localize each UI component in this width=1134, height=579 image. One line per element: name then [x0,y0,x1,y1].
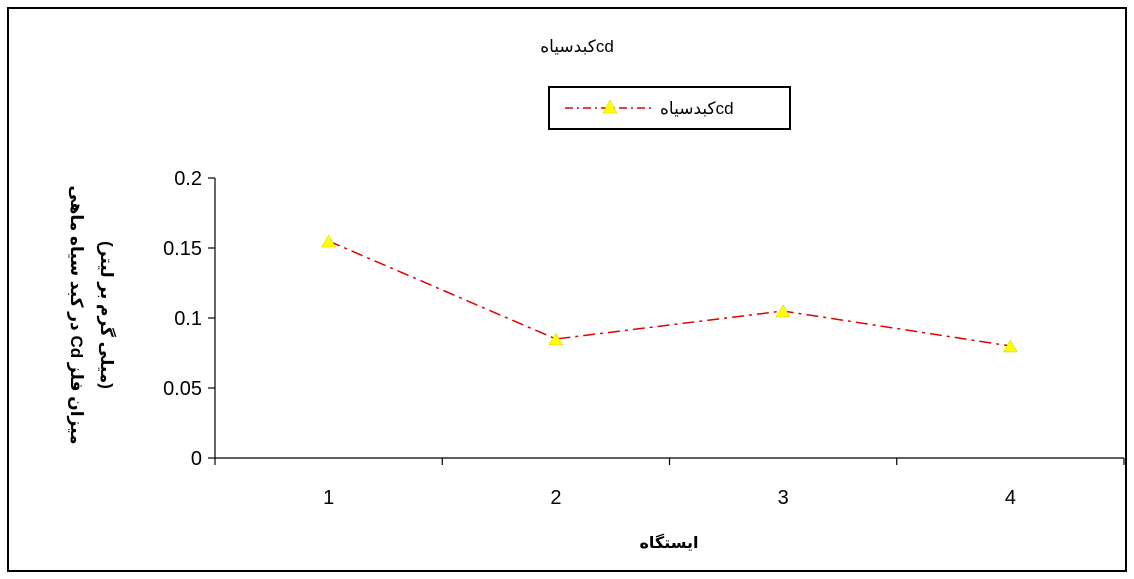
legend-marker [602,99,618,114]
legend-label: کبدسیاهcd [660,99,734,118]
data-point-marker [1002,339,1018,353]
plot-area [321,234,1018,353]
series-line [328,240,1011,347]
x-tick-label: 3 [778,487,789,509]
y-axis-title-line2: (میلی گرم بر لیتر) [96,241,117,389]
x-axis-title: ایستگاه [639,533,698,552]
y-tick-label: 0 [191,448,202,470]
data-point-marker [548,332,564,346]
y-tick-label: 0.05 [163,378,202,400]
y-tick-label: 0.15 [163,238,202,260]
y-tick-label: 0.2 [174,168,202,190]
x-tick-label: 2 [550,487,561,509]
data-point-marker [321,234,337,248]
x-tick-label: 4 [1005,487,1016,509]
chart-title: کبدسیاهcd [540,37,614,56]
axes: 0 0.05 0.1 0.15 0.2 1 2 3 4 [163,168,1125,509]
y-axis-title-line1: میزان فلز Cd در کبد سیاه ماهی [66,185,86,444]
x-tick-label: 1 [323,487,334,509]
y-tick-label: 0.1 [174,308,202,330]
legend: کبدسیاهcd [548,86,791,130]
data-point-marker [775,304,791,318]
y-axis-title: میزان فلز Cd در کبد سیاه ماهی (میلی گرم … [66,185,117,444]
